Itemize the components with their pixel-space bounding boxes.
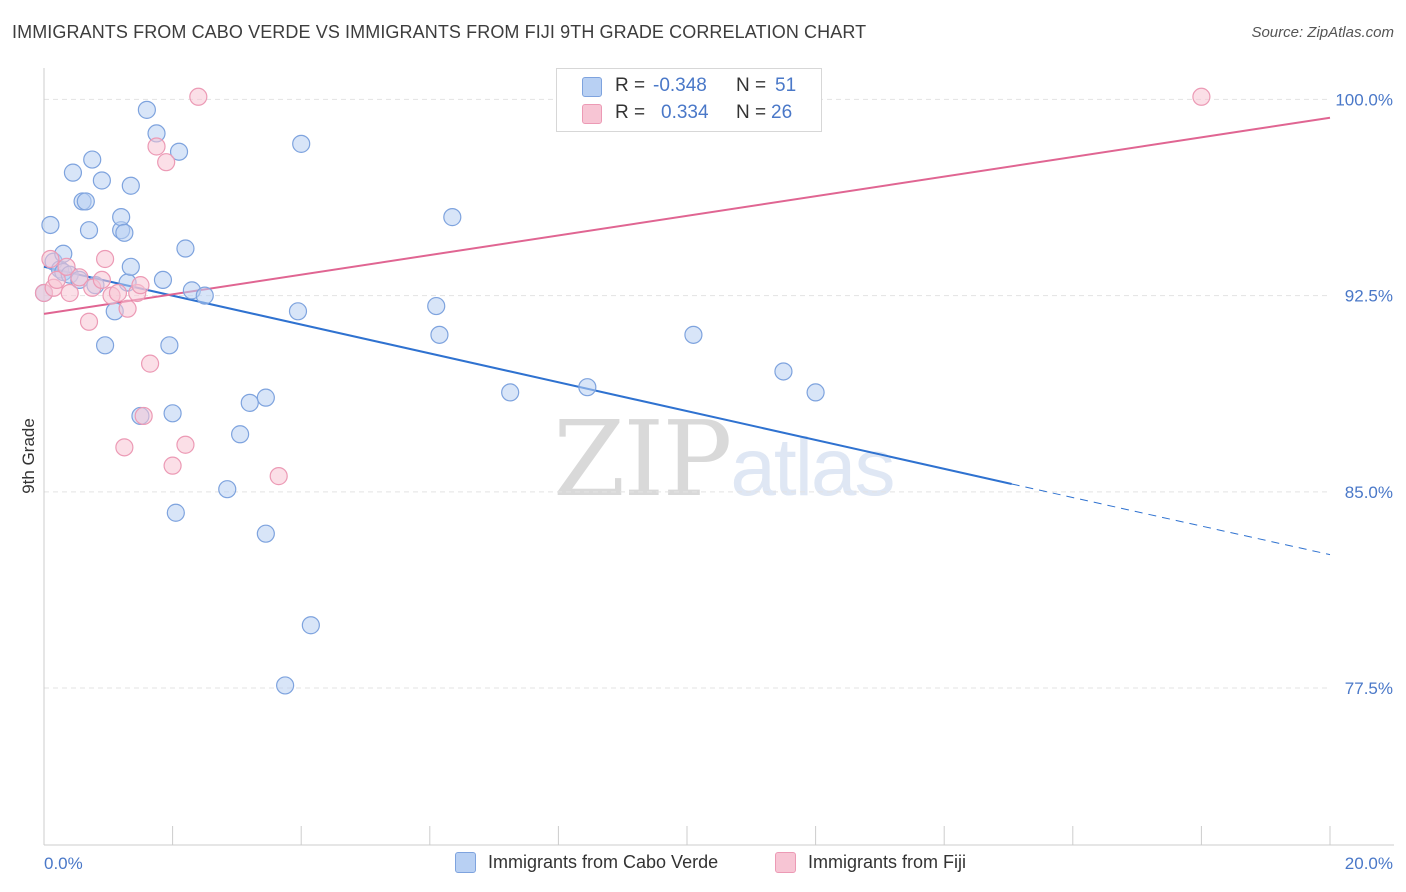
legend-label: Immigrants from Fiji [808, 852, 967, 872]
chart-title: IMMIGRANTS FROM CABO VERDE VS IMMIGRANTS… [12, 22, 867, 42]
point-fiji [269, 467, 288, 486]
point-fiji [134, 406, 153, 426]
point-cabo-verde [288, 302, 308, 321]
point-cabo-verde [63, 163, 83, 182]
stats-box: R = -0.348 N = 51 R = 0.334 N = 26 [556, 68, 822, 132]
point-cabo-verde [806, 383, 825, 402]
point-fiji [57, 257, 76, 276]
point-cabo-verde [430, 325, 449, 344]
stats-n-label: N = [736, 102, 767, 123]
point-fiji [131, 276, 150, 295]
stats-swatch-fiji [582, 104, 602, 124]
y-tick-label: 100.0% [1335, 90, 1393, 109]
stats-n-label: N = [736, 75, 767, 96]
stats-n-value: 26 [771, 102, 793, 123]
point-cabo-verde [240, 393, 259, 412]
stats-r-value: -0.348 [653, 75, 707, 96]
point-fiji [147, 137, 166, 156]
point-cabo-verde [137, 100, 156, 119]
point-cabo-verde [112, 208, 131, 227]
point-cabo-verde [153, 270, 173, 290]
point-cabo-verde [427, 296, 446, 316]
point-fiji [92, 270, 111, 290]
y-tick-label: 92.5% [1345, 287, 1393, 306]
legend-label: Immigrants from Cabo Verde [488, 852, 719, 872]
point-cabo-verde [218, 480, 237, 499]
trend-line-cabo-verde-extension [1011, 483, 1331, 556]
legend-swatch-cabo-verde [455, 852, 476, 873]
point-fiji [163, 456, 182, 475]
y-tick-label: 77.5% [1345, 679, 1393, 698]
point-cabo-verde [166, 503, 185, 522]
point-cabo-verde [115, 223, 134, 242]
point-fiji [79, 312, 99, 331]
point-cabo-verde [41, 215, 60, 235]
point-cabo-verde [176, 239, 195, 258]
point-cabo-verde [501, 383, 520, 402]
point-cabo-verde [443, 208, 462, 227]
stats-r-label: R = [615, 75, 646, 96]
point-fiji [140, 354, 160, 373]
point-fiji [41, 249, 60, 269]
axis-labels: 77.5% 85.0% 92.5% 100.0% 0.0% 20.0% 9th Grade [19, 90, 1393, 873]
watermark-zip: ZIP [553, 398, 732, 520]
point-cabo-verde [95, 336, 115, 355]
point-cabo-verde [83, 150, 102, 169]
point-cabo-verde [121, 176, 140, 195]
stats-swatch-cabo-verde [582, 77, 602, 97]
point-fiji [108, 283, 128, 303]
y-tick-label: 85.0% [1345, 483, 1393, 502]
y-axis-label: 9th Grade [19, 418, 38, 494]
legend-item-cabo-verde[interactable]: Immigrants from Cabo Verde [455, 852, 718, 873]
point-cabo-verde [276, 676, 295, 695]
point-cabo-verde [169, 142, 189, 161]
stats-r-value: 0.334 [661, 102, 709, 123]
point-cabo-verde [121, 257, 140, 276]
point-fiji [47, 270, 66, 290]
point-fiji [189, 87, 208, 106]
point-cabo-verde [195, 286, 214, 305]
source-credit: Source: ZipAtlas.com [1251, 24, 1394, 41]
legend-swatch-fiji [775, 852, 796, 873]
stats-n-value: 51 [775, 75, 797, 96]
legend-item-fiji[interactable]: Immigrants from Fiji [775, 852, 966, 873]
point-cabo-verde [79, 221, 99, 240]
point-cabo-verde [292, 134, 311, 153]
point-cabo-verde [92, 171, 111, 190]
watermark: ZIPatlas [553, 398, 896, 520]
point-cabo-verde [231, 425, 250, 444]
point-cabo-verde [160, 336, 179, 355]
x-tick-label: 0.0% [44, 854, 83, 873]
point-cabo-verde [301, 616, 320, 635]
point-cabo-verde [76, 192, 95, 211]
point-fiji [95, 249, 115, 269]
point-fiji [1192, 87, 1211, 106]
point-cabo-verde [578, 378, 597, 397]
stats-r-label: R = [615, 102, 646, 123]
point-fiji [115, 438, 134, 457]
point-cabo-verde [774, 362, 793, 381]
point-fiji [118, 299, 137, 318]
point-cabo-verde [163, 404, 182, 423]
point-fiji [176, 435, 195, 454]
point-cabo-verde [256, 524, 275, 543]
axes [43, 68, 1394, 846]
watermark-atlas: atlas [730, 422, 895, 513]
data-points [34, 87, 1211, 695]
grid-lines [44, 98, 1330, 689]
point-cabo-verde [256, 388, 275, 407]
x-tick-label: 20.0% [1345, 854, 1393, 873]
point-fiji [157, 153, 176, 172]
point-fiji [70, 268, 89, 287]
trend-line-fiji [43, 116, 1331, 315]
point-fiji [60, 283, 79, 303]
point-cabo-verde [684, 325, 703, 344]
